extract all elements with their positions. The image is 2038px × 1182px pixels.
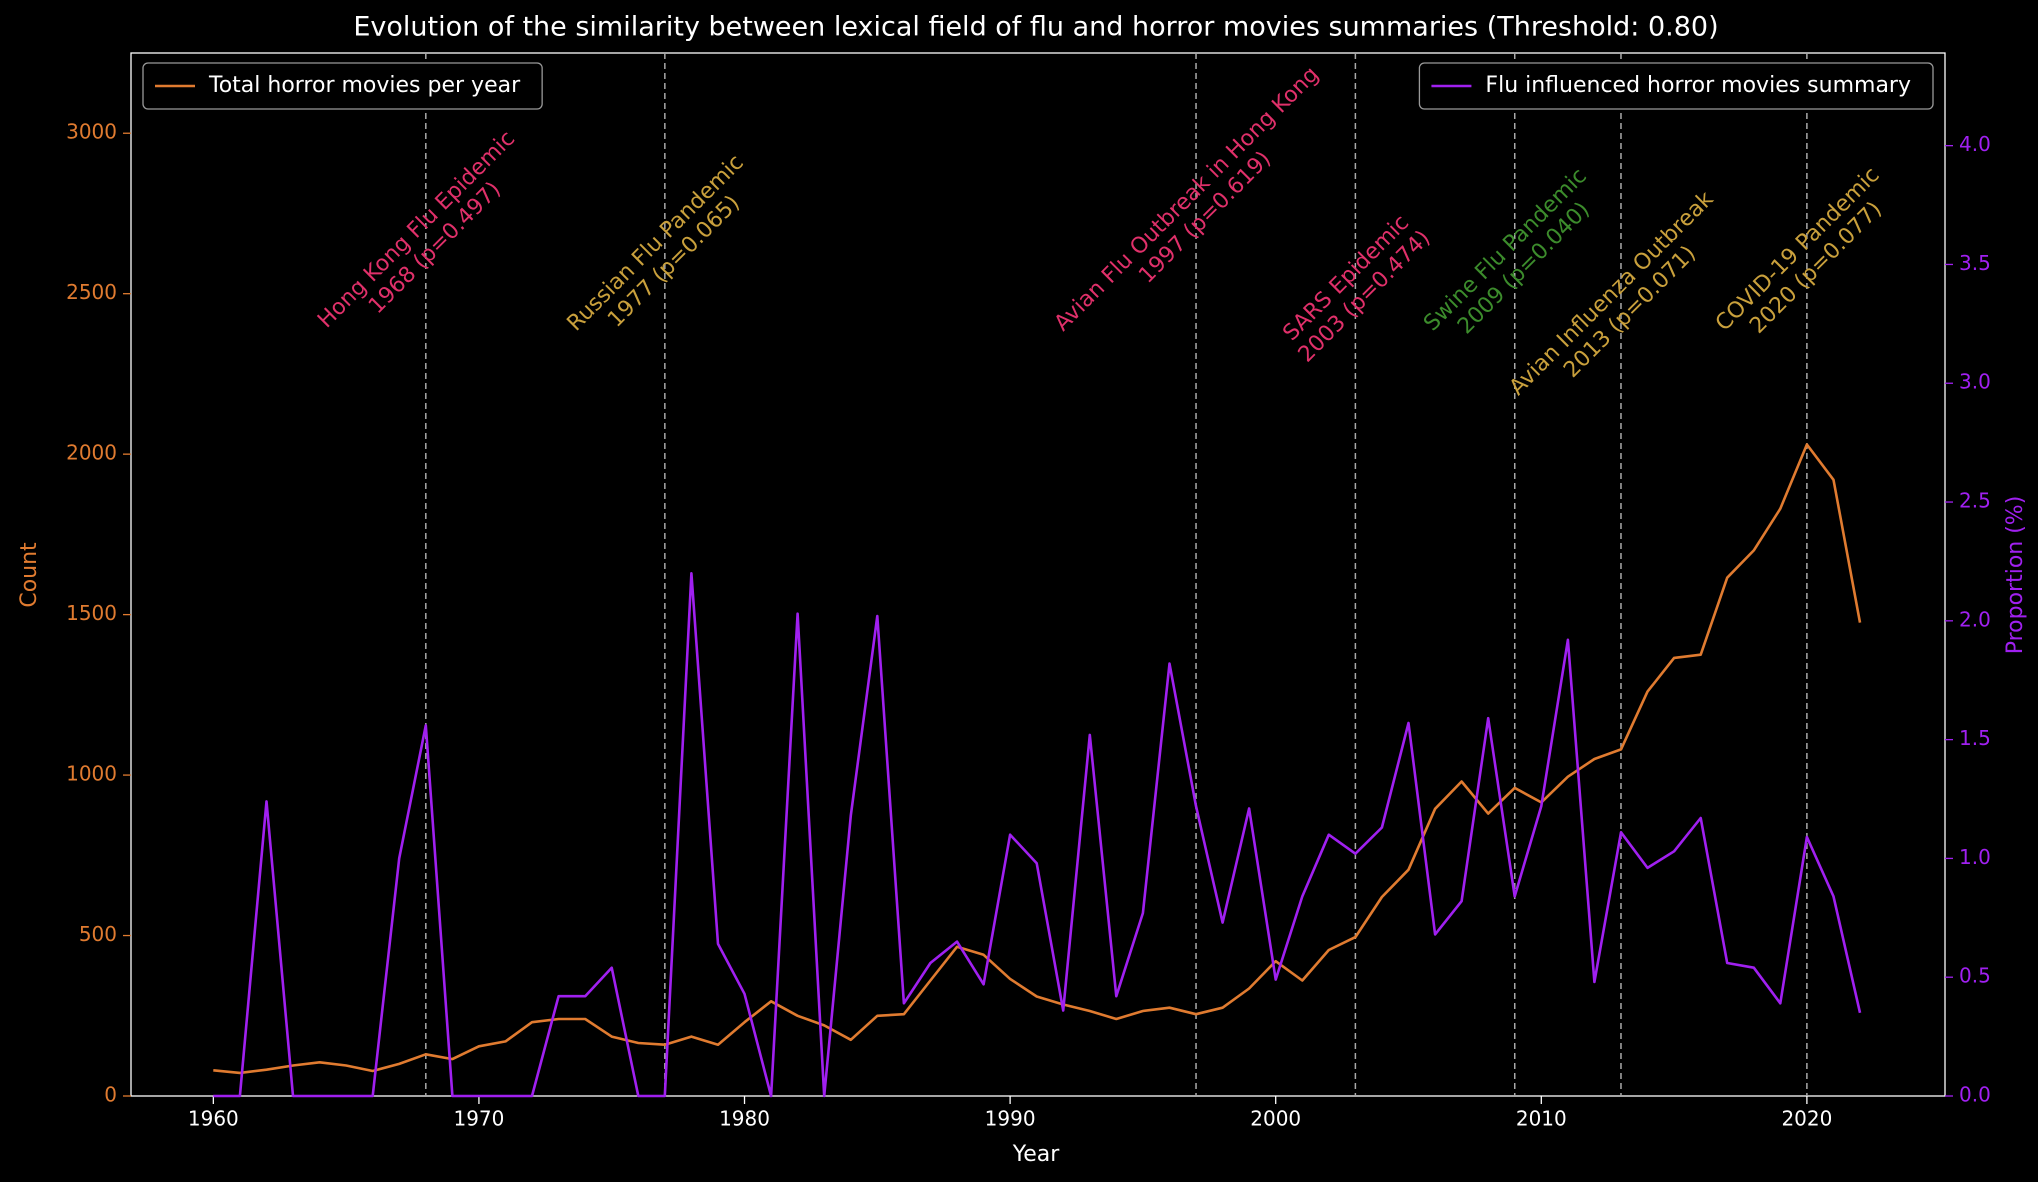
legend: Flu influenced horror movies summary [1418, 62, 1934, 110]
legend-label: Total horror movies per year [208, 73, 521, 98]
y2-tick-label: 4.0 [1959, 132, 1991, 156]
x-tick-label: 1980 [719, 1107, 770, 1131]
chart-title: Evolution of the similarity between lexi… [353, 12, 1718, 43]
y-tick-label: 1500 [66, 601, 117, 625]
x-tick-label: 2010 [1516, 1107, 1567, 1131]
legend-box [1418, 62, 1934, 110]
y2-tick-label: 1.5 [1959, 726, 1991, 750]
x-tick-label: 1960 [188, 1107, 239, 1131]
y-tick-label: 3000 [66, 120, 117, 144]
y-tick-label: 1000 [66, 762, 117, 786]
y2-tick-label: 2.5 [1959, 489, 1991, 513]
plot-frame [130, 52, 1946, 1097]
y2-tick-label: 3.0 [1959, 370, 1991, 394]
y2-tick-label: 1.0 [1959, 845, 1991, 869]
y-tick-label: 2000 [66, 441, 117, 465]
y-tick-label: 2500 [66, 280, 117, 304]
series-line [213, 572, 1862, 1098]
y-axis-label: Count [17, 542, 42, 608]
x-tick-label: 1970 [453, 1107, 504, 1131]
y-tick-label: 500 [79, 922, 117, 946]
x-tick-label: 1990 [985, 1107, 1036, 1131]
legend-label: Flu influenced horror movies summary [1485, 73, 1911, 98]
x-tick-label: 2000 [1250, 1107, 1301, 1131]
y2-tick-label: 2.0 [1959, 607, 1991, 631]
x-tick-label: 2020 [1781, 1107, 1832, 1131]
y2-tick-label: 0.0 [1959, 1083, 1991, 1107]
x-axis-label: Year [1012, 1142, 1061, 1167]
series-line [213, 443, 1862, 1075]
legend-box [142, 62, 543, 110]
legend: Total horror movies per year [142, 62, 543, 110]
y2-axis-label: Proportion (%) [2003, 496, 2028, 655]
y2-tick-label: 3.5 [1959, 251, 1991, 275]
y2-tick-label: 0.5 [1959, 964, 1991, 988]
y-tick-label: 0 [104, 1083, 117, 1107]
